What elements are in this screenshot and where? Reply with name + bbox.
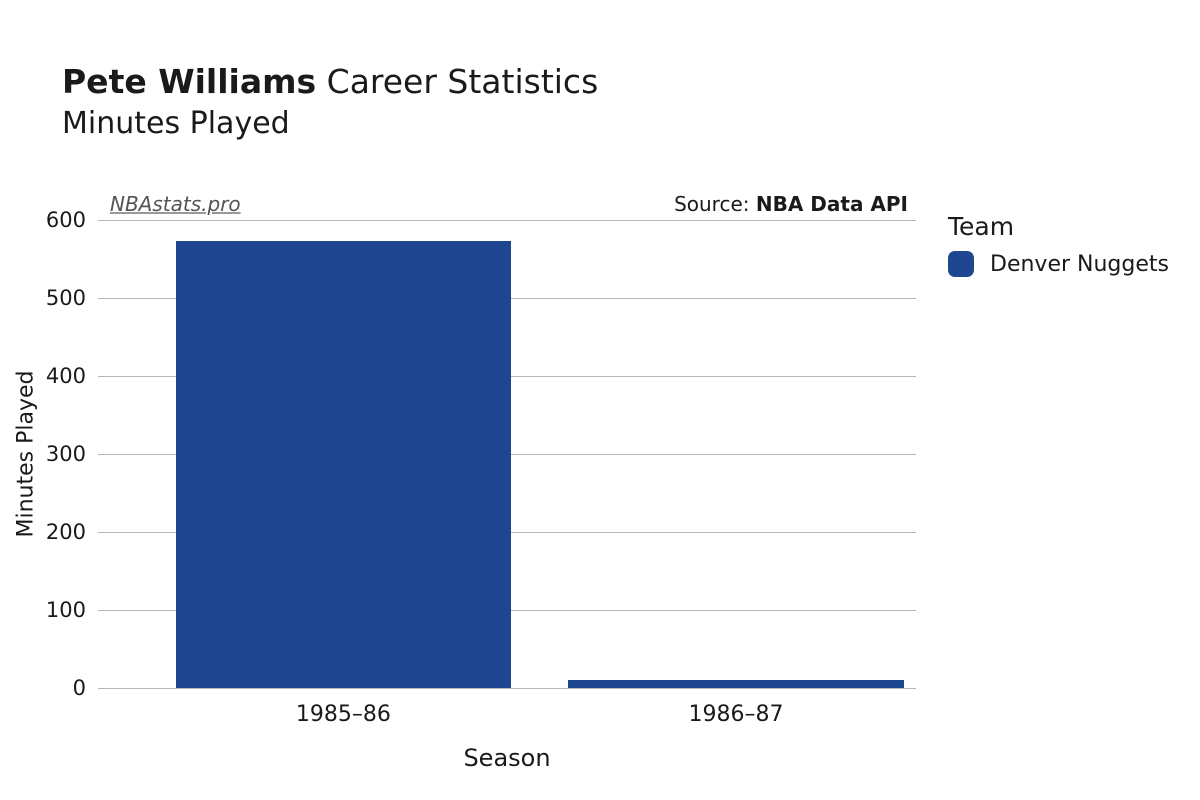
legend-title: Team [948,212,1169,241]
legend-items: Denver Nuggets [948,251,1169,277]
chart-title-rest: Career Statistics [316,62,598,101]
y-tick-label: 0 [73,676,86,700]
y-axis-title: Minutes Played [14,371,39,538]
y-tick-label: 500 [46,286,86,310]
page-root: Pete Williams Career Statistics Minutes … [0,0,1200,800]
x-tick-label: 1986–87 [689,702,784,727]
y-tick-label: 300 [46,442,86,466]
gridline [98,688,916,689]
source-attribution: Source: NBA Data API [674,192,908,216]
y-tick-label: 100 [46,598,86,622]
y-tick-label: 200 [46,520,86,544]
gridline [98,220,916,221]
bar [176,241,511,688]
source-value: NBA Data API [756,192,908,216]
source-label: Source: [674,192,756,216]
bar [568,680,903,688]
x-axis-title: Season [463,744,550,772]
plot-area: NBAstats.pro Source: NBA Data API Minute… [98,220,916,688]
legend: Team Denver Nuggets [948,212,1169,277]
chart-title-block: Pete Williams Career Statistics Minutes … [62,62,598,141]
legend-swatch [948,251,974,277]
y-tick-label: 400 [46,364,86,388]
legend-label: Denver Nuggets [990,252,1169,277]
chart-title: Pete Williams Career Statistics [62,62,598,102]
legend-item: Denver Nuggets [948,251,1169,277]
watermark: NBAstats.pro [110,192,241,216]
x-tick-label: 1985–86 [296,702,391,727]
player-name: Pete Williams [62,62,316,101]
chart-subtitle: Minutes Played [62,106,598,141]
y-tick-label: 600 [46,208,86,232]
